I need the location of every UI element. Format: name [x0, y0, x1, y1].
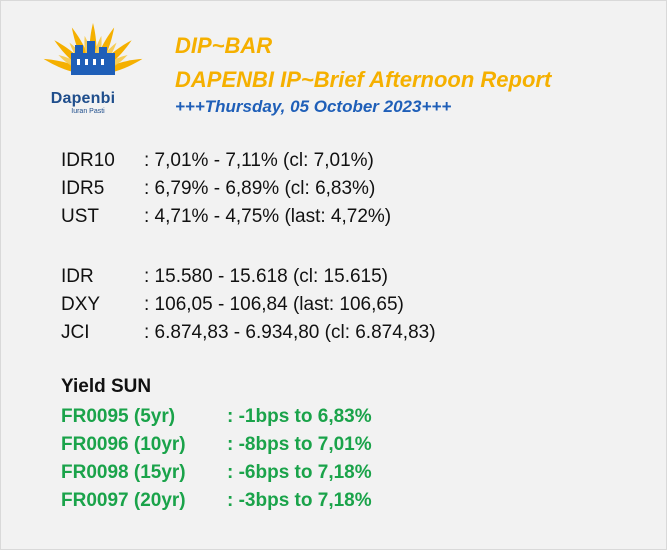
rates-block: IDR10 : 7,01% - 7,11% (cl: 7,01%) IDR5 : 6…: [61, 147, 391, 231]
dapenbi-logo: Dapenbi Iuran Pasti: [23, 17, 163, 125]
market-label: JCI: [61, 322, 90, 343]
yield-row: FR0096 (10yr) : -8bps to 7,01%: [61, 431, 372, 459]
market-label: DXY: [61, 294, 101, 315]
market-row: JCI : 6.874,83 - 6.934,80 (cl: 6.874,83): [61, 319, 436, 347]
market-value: : 6.874,83 - 6.934,80 (cl: 6.874,83): [144, 322, 436, 343]
yield-row: FR0098 (15yr) : -6bps to 7,18%: [61, 459, 372, 487]
market-value: : 15.580 - 15.618 (cl: 15.615): [144, 266, 388, 287]
report-title: DIP~BAR: [175, 33, 273, 58]
rate-label: IDR5: [61, 178, 105, 199]
rate-row: IDR10 : 7,01% - 7,11% (cl: 7,01%): [61, 147, 391, 175]
yield-label: FR0095 (5yr): [61, 406, 176, 427]
market-value: : 106,05 - 106,84 (last: 106,65): [144, 294, 404, 315]
logo-tagline: Iuran Pasti: [71, 108, 105, 115]
rate-label: UST: [61, 206, 99, 227]
market-row: DXY : 106,05 - 106,84 (last: 106,65): [61, 291, 436, 319]
yield-row: FR0097 (20yr) : -3bps to 7,18%: [61, 487, 372, 515]
yield-label: FR0097 (20yr): [61, 490, 186, 511]
rate-value: : 6,79% - 6,89% (cl: 6,83%): [144, 178, 376, 199]
yield-sun-list: FR0095 (5yr) : -1bps to 6,83% FR0096 (10y…: [61, 403, 372, 515]
yield-row: FR0095 (5yr) : -1bps to 6,83%: [61, 403, 372, 431]
yield-label: FR0096 (10yr): [61, 434, 186, 455]
report-subtitle: DAPENBI IP~Brief Afternoon Report: [175, 67, 552, 92]
rate-label: IDR10: [61, 150, 115, 171]
yield-value: : -3bps to 7,18%: [227, 490, 372, 511]
market-label: IDR: [61, 266, 94, 287]
rate-value: : 7,01% - 7,11% (cl: 7,01%): [144, 150, 374, 171]
rate-row: UST : 4,71% - 4,75% (last: 4,72%): [61, 203, 391, 231]
yield-value: : -6bps to 7,18%: [227, 462, 372, 483]
yield-value: : -8bps to 7,01%: [227, 434, 372, 455]
report-date: +++Thursday, 05 October 2023+++: [175, 97, 452, 116]
yield-value: : -1bps to 6,83%: [227, 406, 372, 427]
market-row: IDR : 15.580 - 15.618 (cl: 15.615): [61, 263, 436, 291]
rate-row: IDR5 : 6,79% - 6,89% (cl: 6,83%): [61, 175, 391, 203]
logo-name: Dapenbi: [50, 90, 116, 107]
sunburst-logo-icon: [43, 23, 143, 75]
yield-label: FR0098 (15yr): [61, 462, 186, 483]
markets-block: IDR : 15.580 - 15.618 (cl: 15.615) DXY : 1…: [61, 263, 436, 347]
rate-value: : 4,71% - 4,75% (last: 4,72%): [144, 206, 392, 227]
yield-sun-heading: Yield SUN: [61, 376, 152, 397]
